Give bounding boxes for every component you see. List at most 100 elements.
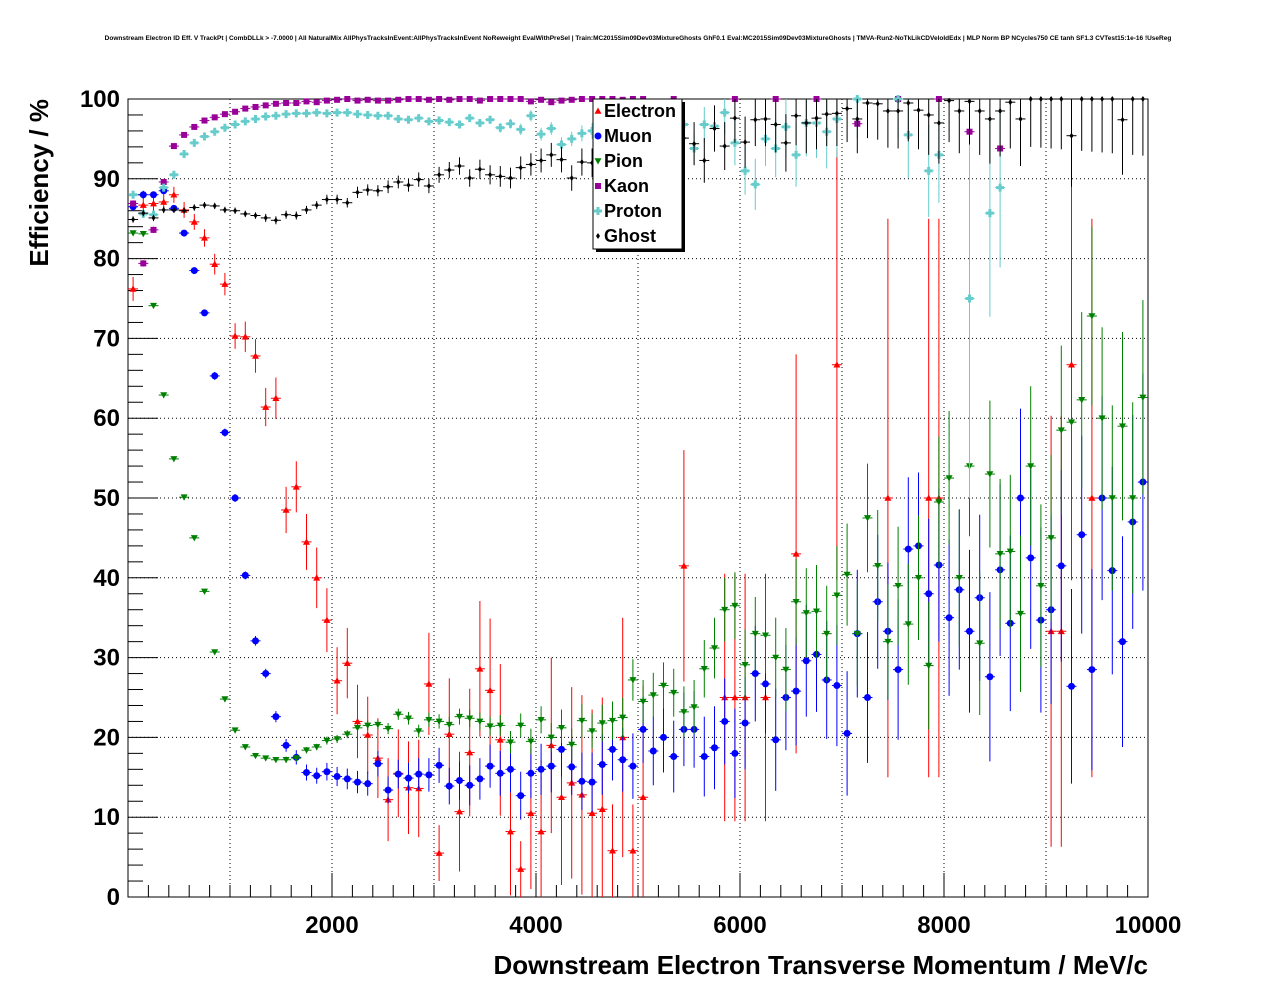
proton-point — [750, 158, 761, 210]
muon-marker — [343, 775, 351, 783]
ghost-point — [576, 148, 587, 176]
ghost-marker — [1059, 96, 1064, 102]
proton-marker — [210, 127, 219, 136]
kaon-point — [434, 96, 445, 102]
pion-marker — [241, 744, 249, 751]
muon-point — [658, 702, 669, 773]
muon-marker — [517, 792, 525, 800]
pion-marker — [884, 638, 892, 646]
ghost-point — [393, 175, 404, 189]
muon-marker — [945, 614, 953, 622]
pion-marker — [619, 714, 627, 721]
ghost-point — [770, 99, 781, 153]
ghost-point — [1025, 96, 1036, 147]
muon-point — [719, 678, 730, 765]
muon-marker — [1057, 562, 1065, 570]
pion-marker — [364, 722, 372, 729]
ghost-point — [362, 184, 373, 196]
pion-point — [617, 697, 628, 738]
muon-point — [383, 776, 394, 804]
pion-marker — [425, 717, 433, 724]
ghost-marker — [1100, 96, 1105, 102]
proton-marker — [435, 116, 444, 125]
pion-marker — [292, 755, 300, 762]
pion-point — [383, 723, 394, 735]
pion-point — [821, 585, 832, 682]
muon-marker — [802, 657, 810, 665]
muon-marker — [925, 590, 933, 598]
muon-point — [474, 758, 485, 800]
ghost-marker — [294, 212, 299, 219]
electron-marker — [150, 200, 157, 207]
ghost-marker — [814, 115, 819, 122]
ghost-point — [1076, 96, 1087, 151]
muon-marker — [211, 372, 219, 380]
ghost-marker — [936, 119, 941, 126]
pion-marker — [568, 741, 576, 749]
electron-marker — [303, 538, 310, 545]
ghost-point — [209, 202, 220, 210]
pion-point — [954, 509, 965, 647]
pion-marker — [639, 698, 647, 705]
proton-marker — [394, 114, 403, 123]
pion-point — [699, 640, 710, 698]
pion-point — [158, 392, 169, 399]
proton-marker — [965, 294, 974, 303]
proton-marker — [567, 134, 576, 143]
muon-marker — [384, 786, 392, 794]
muon-point — [576, 752, 587, 811]
pion-point — [403, 711, 414, 725]
proton-marker — [231, 120, 240, 129]
kaon-point — [403, 96, 414, 102]
electron-marker — [629, 847, 637, 854]
electron-point — [291, 461, 302, 513]
kaon-marker — [589, 96, 596, 102]
y-axis-label: Efficiency / % — [24, 99, 54, 267]
ghost-point — [1107, 96, 1118, 154]
y-tick-label: 0 — [107, 884, 120, 911]
ghost-marker — [722, 143, 727, 150]
ghost-marker — [355, 189, 360, 196]
muon-point — [454, 761, 465, 800]
x-tick-label: 8000 — [917, 912, 970, 939]
kaon-marker — [517, 96, 524, 102]
kaon-point — [556, 97, 567, 104]
muon-marker — [762, 680, 769, 688]
proton-marker — [506, 119, 515, 128]
proton-point — [199, 132, 210, 141]
electron-marker — [466, 749, 474, 756]
proton-marker — [741, 166, 750, 175]
muon-marker — [588, 778, 596, 786]
pion-marker — [986, 471, 994, 478]
ghost-point — [168, 206, 179, 214]
pion-marker — [935, 499, 943, 506]
proton-point — [515, 123, 526, 135]
pion-marker — [976, 640, 984, 647]
electron-point — [627, 804, 638, 897]
electron-point — [332, 647, 343, 715]
pion-point — [352, 723, 363, 733]
muon-marker — [241, 571, 249, 579]
pion-point — [281, 756, 292, 764]
ghost-marker — [559, 156, 564, 163]
kaon-marker — [262, 102, 269, 109]
pion-marker — [1057, 427, 1065, 434]
proton-marker — [526, 111, 535, 120]
ghost-marker — [1018, 115, 1023, 122]
electron-marker — [160, 198, 168, 205]
electron-point — [301, 513, 312, 570]
proton-marker — [292, 109, 301, 118]
ghost-point — [852, 99, 863, 154]
pion-point — [995, 478, 1006, 629]
pion-marker — [955, 575, 963, 582]
muon-marker — [476, 775, 484, 783]
proton-marker — [496, 123, 505, 132]
ghost-point — [1097, 96, 1108, 153]
pion-marker — [864, 515, 871, 522]
proton-point — [352, 110, 363, 119]
kaon-point — [219, 111, 230, 118]
pion-point — [587, 713, 598, 749]
pion-marker — [609, 717, 616, 725]
kaon-point — [413, 96, 424, 102]
ghost-marker — [182, 207, 187, 214]
